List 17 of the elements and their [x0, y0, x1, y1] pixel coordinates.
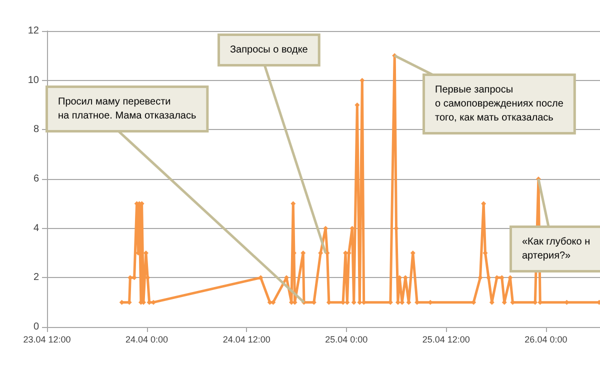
annotation: Первые запросы о самоповреждениях после того, как мать отказалась: [435, 84, 564, 124]
x-tick-label: 25.04 0:00: [325, 334, 368, 344]
x-tick-label: 23.04 12:00: [23, 334, 71, 344]
y-tick-label: 12: [28, 26, 40, 36]
x-tick-label: 24.04 0:00: [126, 334, 168, 344]
annotation: Просил маму перевести на платное. Мама отказалась: [58, 96, 196, 122]
y-tick-label: 6: [33, 174, 40, 184]
y-tick-label: 0: [33, 322, 40, 332]
x-tick-label: 25.04 12:00: [422, 334, 470, 344]
y-tick-label: 4: [33, 222, 40, 234]
y-tick-label: 8: [33, 124, 40, 136]
x-tick-label: 26.04 0:00: [524, 334, 568, 344]
x-tick-label: 24.04 12:00: [222, 334, 270, 344]
y-tick-label: 10: [28, 74, 40, 86]
annotation: Запросы о водке: [230, 44, 308, 56]
annotation: «Как глубоко н артерия?»: [522, 236, 590, 262]
y-tick-label: 2: [33, 272, 40, 284]
